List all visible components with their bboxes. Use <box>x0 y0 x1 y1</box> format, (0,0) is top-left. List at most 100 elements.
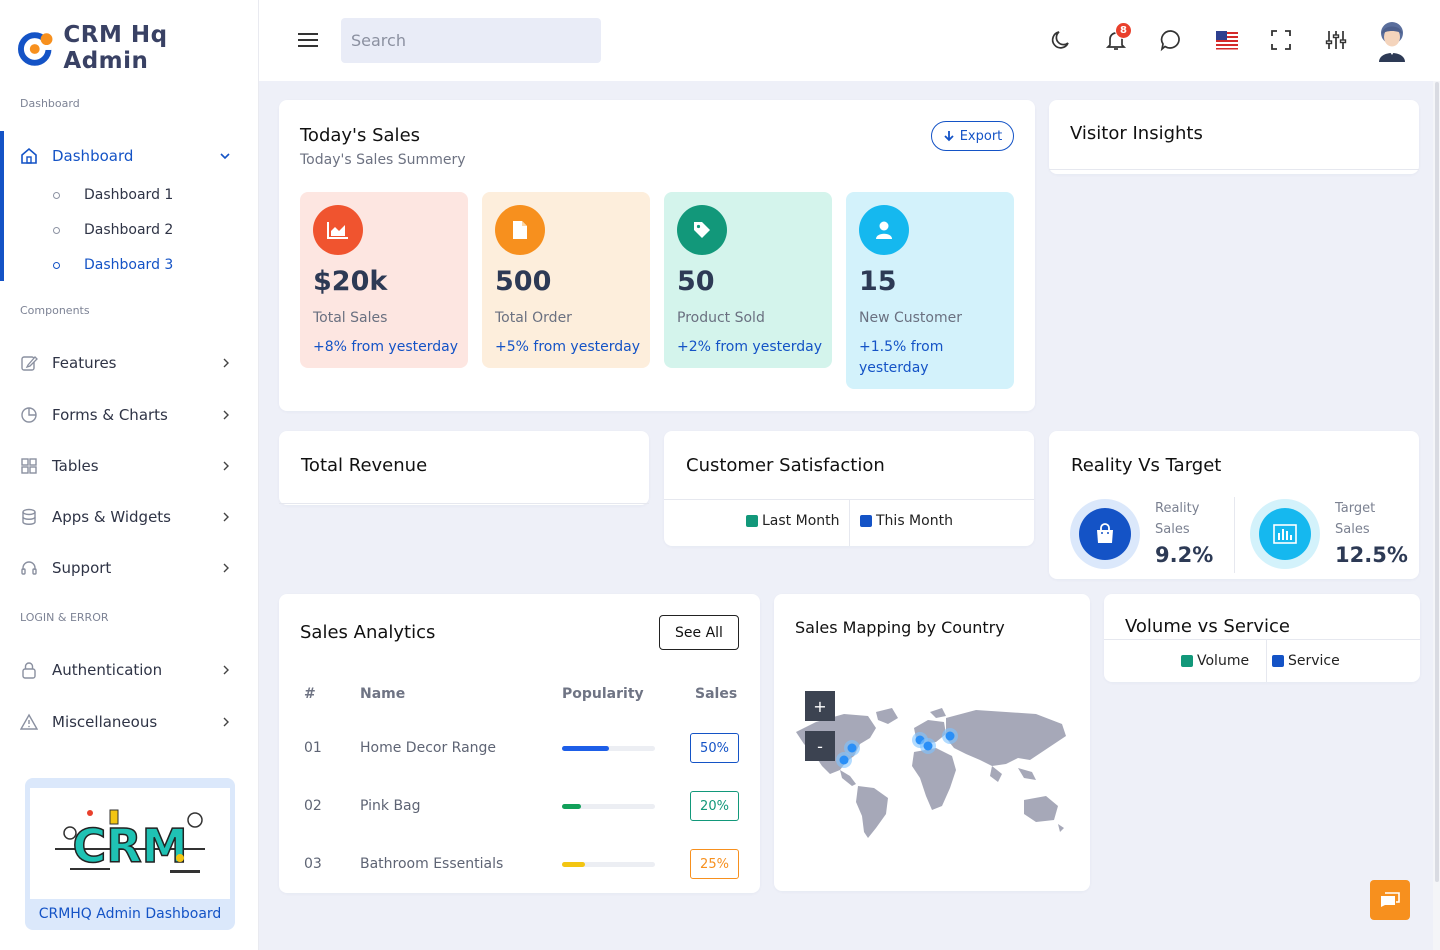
notification-badge: 8 <box>1115 22 1132 39</box>
stat-value: 500 <box>495 266 552 297</box>
sidebar-item-tables[interactable]: Tables <box>0 444 258 488</box>
export-label: Export <box>959 128 1003 144</box>
sidebar-item-support[interactable]: Support <box>0 546 258 590</box>
sidebar-item-label: Dashboard <box>52 147 134 165</box>
legend-volume[interactable]: Volume <box>1181 653 1249 669</box>
search-input[interactable] <box>341 18 601 63</box>
card-title: Visitor Insights <box>1070 123 1203 144</box>
world-map[interactable] <box>796 704 1072 844</box>
sales-tag: 25% <box>690 849 739 879</box>
map-marker-dot <box>839 755 849 765</box>
row-name: Pink Bag <box>360 798 421 814</box>
moon-icon[interactable] <box>1049 28 1073 52</box>
us-flag-icon[interactable] <box>1215 28 1239 52</box>
customer-satisfaction-card: Customer Satisfaction Last Month This Mo… <box>664 431 1034 546</box>
card-title: Reality Vs Target <box>1071 455 1222 476</box>
reality-icon-wrap <box>1070 499 1140 569</box>
sidebar-subitem-dashboard-2[interactable]: Dashboard 2 <box>0 215 258 245</box>
chevron-down-icon <box>220 153 230 160</box>
promo-illustration: CRM <box>30 788 230 899</box>
sidebar-subitem-dashboard-1[interactable]: Dashboard 1 <box>0 180 258 210</box>
warning-icon <box>20 713 38 730</box>
column-header-name: Name <box>360 686 406 702</box>
card-title: Sales Analytics <box>300 622 436 643</box>
grid-icon <box>21 458 37 474</box>
chevron-right-icon <box>223 665 229 675</box>
chevron-right-icon <box>223 461 229 471</box>
map-zoom-out-button[interactable]: - <box>805 731 835 761</box>
sidebar-item-features[interactable]: Features <box>0 341 258 385</box>
row-name: Bathroom Essentials <box>360 856 504 872</box>
fullscreen-icon[interactable] <box>1269 28 1293 52</box>
todays-sales-card: Today's Sales Today's Sales Summery Expo… <box>279 100 1035 411</box>
sidebar-item-label: Forms & Charts <box>52 406 168 424</box>
legend-this-month[interactable]: This Month <box>860 513 953 529</box>
legend-service[interactable]: Service <box>1272 653 1340 669</box>
stat-card-total-sales[interactable]: $20k Total Sales +8% from yesterday <box>300 192 468 368</box>
stat-change: +1.5% from yesterday <box>859 339 944 376</box>
lock-icon <box>22 662 36 679</box>
stat-change: +2% from yesterday <box>677 339 822 355</box>
card-title: Customer Satisfaction <box>686 455 885 476</box>
chat-box-icon <box>1381 892 1400 907</box>
brand[interactable]: CRM Hq Admin <box>18 22 258 74</box>
card-title: Sales Mapping by Country <box>795 618 1005 637</box>
sidebar-item-miscellaneous[interactable]: Miscellaneous <box>0 700 258 744</box>
sidebar-item-label: Apps & Widgets <box>52 508 171 526</box>
bullet-icon <box>53 191 60 199</box>
legend-swatch <box>1272 655 1284 667</box>
pie-chart-icon <box>21 407 37 423</box>
sidebar-item-dashboard[interactable]: Dashboard <box>0 134 258 178</box>
promo-logo-text: CRM <box>73 819 188 873</box>
sidebar-item-authentication[interactable]: Authentication <box>0 648 258 692</box>
card-title: Volume vs Service <box>1125 616 1290 637</box>
see-all-button[interactable]: See All <box>659 615 739 650</box>
chevron-right-icon <box>223 512 229 522</box>
map-markers <box>836 728 958 768</box>
sidebar-item-label: Authentication <box>52 661 163 679</box>
stat-change: +5% from yesterday <box>495 339 640 355</box>
legend-last-month[interactable]: Last Month <box>746 513 840 529</box>
sidebar-subitem-dashboard-3[interactable]: Dashboard 3 <box>0 250 258 280</box>
sliders-icon[interactable] <box>1324 28 1348 52</box>
divider <box>849 499 850 546</box>
sidebar-item-apps-widgets[interactable]: Apps & Widgets <box>0 495 258 539</box>
popularity-fill <box>562 862 586 867</box>
sidebar-item-forms-charts[interactable]: Forms & Charts <box>0 393 258 437</box>
divider <box>1049 169 1419 170</box>
promo-text: CRMHQ Admin Dashboard <box>38 906 222 922</box>
map-marker-dot <box>847 743 857 753</box>
legend-swatch <box>860 515 872 527</box>
stat-card-product-sold[interactable]: 50 Product Sold +2% from yesterday <box>664 192 832 368</box>
chevron-right-icon <box>223 717 229 727</box>
brand-name: CRM Hq Admin <box>63 22 168 74</box>
chart-icon <box>313 205 363 255</box>
row-number: 02 <box>304 798 322 814</box>
volume-vs-service-card: Volume vs Service Volume Service <box>1104 594 1420 682</box>
target-label-2: Sales <box>1335 522 1370 537</box>
chat-icon[interactable] <box>1159 28 1183 52</box>
section-dashboard-label: Dashboard <box>20 97 80 110</box>
export-button[interactable]: Export <box>931 121 1014 151</box>
chevron-right-icon <box>223 563 229 573</box>
stat-value: 15 <box>859 266 897 297</box>
promo-card[interactable]: CRM CRMHQ Admin Dashboard <box>25 778 235 930</box>
scrollbar-thumb[interactable] <box>1435 82 1439 882</box>
floating-chat-button[interactable] <box>1370 880 1410 920</box>
top-header: 8 <box>259 0 1440 81</box>
stat-label: Total Sales <box>313 310 388 326</box>
legend-swatch <box>746 515 758 527</box>
hamburger-icon[interactable] <box>297 30 319 50</box>
bullet-icon <box>53 226 60 234</box>
subitem-label: Dashboard 2 <box>84 222 174 238</box>
card-title: Total Revenue <box>301 455 428 476</box>
target-label-1: Target <box>1335 501 1376 516</box>
sales-analytics-card: Sales Analytics See All # Name Popularit… <box>279 594 760 893</box>
stat-card-total-order[interactable]: 500 Total Order +5% from yesterday <box>482 192 650 368</box>
map-zoom-in-button[interactable]: + <box>805 691 835 721</box>
stat-label: Total Order <box>495 310 572 326</box>
stat-card-new-customer[interactable]: 15 New Customer +1.5% from yesterday <box>846 192 1014 389</box>
avatar[interactable] <box>1376 20 1408 62</box>
shopping-bag-icon <box>1079 508 1131 560</box>
divider <box>1266 639 1267 682</box>
